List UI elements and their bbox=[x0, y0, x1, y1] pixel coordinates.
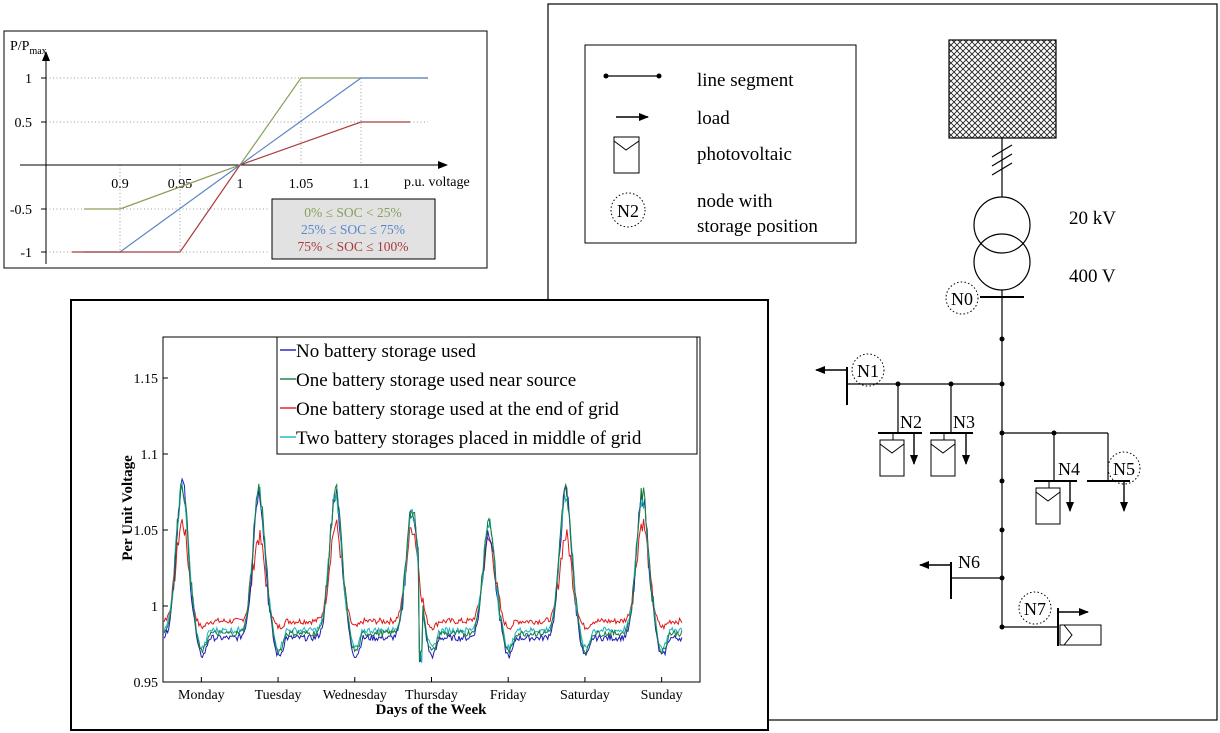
node-storage-icon bbox=[610, 192, 646, 228]
droop-legend-low-soc: 0% ≤ SOC < 25% bbox=[304, 205, 402, 220]
droop-y-tick-label: -1 bbox=[20, 246, 32, 261]
voltage-chart-panel: 1.15 1.1 1.05 1 0.95 Monday Tuesday Wednesday T… bbox=[70, 299, 769, 731]
diagram-legend: line segment load photovoltaic N2 node w… bbox=[584, 44, 857, 244]
n3-photovoltaic-icon bbox=[930, 433, 956, 477]
droop-x-tick-label: 1.05 bbox=[289, 177, 314, 192]
droop-legend: 0% ≤ SOC < 25% 25% ≤ SOC ≤ 75% 75% < SOC… bbox=[271, 198, 436, 260]
legend-line-segment-label: line segment bbox=[697, 70, 794, 91]
voltage-y-tick-label: 1.15 bbox=[134, 372, 159, 387]
voltage-x-tick-label: Friday bbox=[490, 688, 527, 703]
droop-x-tick-label: 0.95 bbox=[168, 177, 193, 192]
droop-legend-box bbox=[271, 198, 436, 260]
droop-legend-mid-soc: 25% ≤ SOC ≤ 75% bbox=[301, 222, 405, 237]
legend-photovoltaic-label: photovoltaic bbox=[697, 144, 792, 165]
droop-curve-high-soc bbox=[72, 121, 410, 253]
droop-tick-marks bbox=[41, 77, 46, 253]
voltage-x-tick-label: Saturday bbox=[560, 688, 610, 703]
legend-node-symbol: N2 bbox=[617, 201, 639, 221]
droop-chart-panel: P/Pmax p.u. voltage 0.9 0.95 1 1.05 1.1 bbox=[3, 30, 488, 269]
node-label-n5: N5 bbox=[1113, 459, 1135, 479]
n4-photovoltaic-icon bbox=[1035, 481, 1061, 525]
node-storage-icon bbox=[851, 353, 885, 387]
voltage-ylabel: Per Unit Voltage bbox=[120, 455, 136, 561]
line-segment-symbol bbox=[603, 73, 662, 79]
voltage-x-tick-label: Monday bbox=[178, 688, 225, 703]
legend-node-label-line2: storage position bbox=[697, 216, 818, 237]
n7-photovoltaic-icon bbox=[1059, 624, 1102, 646]
voltage-series-line bbox=[163, 482, 683, 663]
droop-ylabel: P/Pmax bbox=[10, 39, 47, 57]
node-label-n7: N7 bbox=[1024, 599, 1046, 619]
voltage-x-tick-label: Wednesday bbox=[323, 688, 387, 703]
node-label-n6: N6 bbox=[958, 552, 980, 572]
legend-node-label-line1: node with bbox=[697, 191, 773, 212]
voltage-series-group bbox=[163, 477, 683, 663]
node-label-n2: N2 bbox=[900, 412, 922, 432]
legend-no-battery: No battery storage used bbox=[296, 341, 476, 362]
three-phase-mark-icon bbox=[991, 144, 1013, 176]
legend-near-source: One battery storage used near source bbox=[296, 370, 576, 391]
node-label-n4: N4 bbox=[1058, 459, 1080, 479]
droop-x-tick-label: 1.1 bbox=[352, 177, 370, 192]
photovoltaic-icon bbox=[613, 136, 640, 174]
legend-load-label: load bbox=[697, 108, 730, 129]
voltage-y-axis: 1.15 1.1 1.05 1 0.95 bbox=[134, 372, 168, 691]
legend-middle-of-grid: Two battery storages placed in middle of… bbox=[296, 428, 642, 449]
lv-voltage-label: 400 V bbox=[1069, 266, 1116, 287]
voltage-x-tick-label: Sunday bbox=[641, 688, 683, 703]
node-storage-icon bbox=[945, 281, 979, 315]
n2-photovoltaic-icon bbox=[879, 433, 905, 477]
legend-end-of-grid: One battery storage used at the end of g… bbox=[296, 399, 619, 420]
node-label-n3: N3 bbox=[953, 412, 975, 432]
hv-voltage-label: 20 kV bbox=[1069, 208, 1116, 229]
droop-legend-high-soc: 75% < SOC ≤ 100% bbox=[297, 239, 408, 254]
voltage-x-tick-label: Tuesday bbox=[255, 688, 302, 703]
droop-x-tick-label: 0.9 bbox=[111, 177, 129, 192]
voltage-xlabel: Days of the Week bbox=[376, 702, 488, 718]
droop-y-tick-label: 0.5 bbox=[15, 116, 33, 131]
droop-x-tick-label: 1 bbox=[237, 177, 244, 192]
voltage-y-tick-label: 1 bbox=[151, 600, 158, 615]
external-grid-icon bbox=[948, 39, 1057, 139]
voltage-y-tick-label: 1.05 bbox=[134, 524, 159, 539]
voltage-legend-box bbox=[276, 336, 698, 455]
node-label-n0: N0 bbox=[951, 289, 973, 309]
droop-y-tick-label: 1 bbox=[25, 72, 32, 87]
node-label-n1: N1 bbox=[857, 361, 879, 381]
node-storage-icon bbox=[1107, 451, 1141, 485]
droop-xlabel: p.u. voltage bbox=[404, 175, 470, 190]
voltage-x-axis: Monday Tuesday Wednesday Thursday Friday Satu… bbox=[178, 677, 683, 703]
droop-y-tick-label: -0.5 bbox=[10, 203, 32, 218]
voltage-y-tick-label: 1.1 bbox=[141, 448, 159, 463]
voltage-x-tick-label: Thursday bbox=[405, 688, 458, 703]
node-storage-icon bbox=[1018, 591, 1052, 625]
voltage-y-tick-label: 0.95 bbox=[134, 676, 159, 691]
voltage-legend: No battery storage used One battery stor… bbox=[276, 336, 698, 455]
